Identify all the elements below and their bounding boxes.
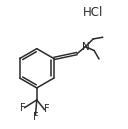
Text: N: N	[82, 42, 89, 52]
Text: F: F	[33, 112, 38, 122]
Text: HCl: HCl	[83, 6, 103, 19]
Text: F: F	[20, 103, 26, 113]
Text: F: F	[44, 104, 49, 114]
